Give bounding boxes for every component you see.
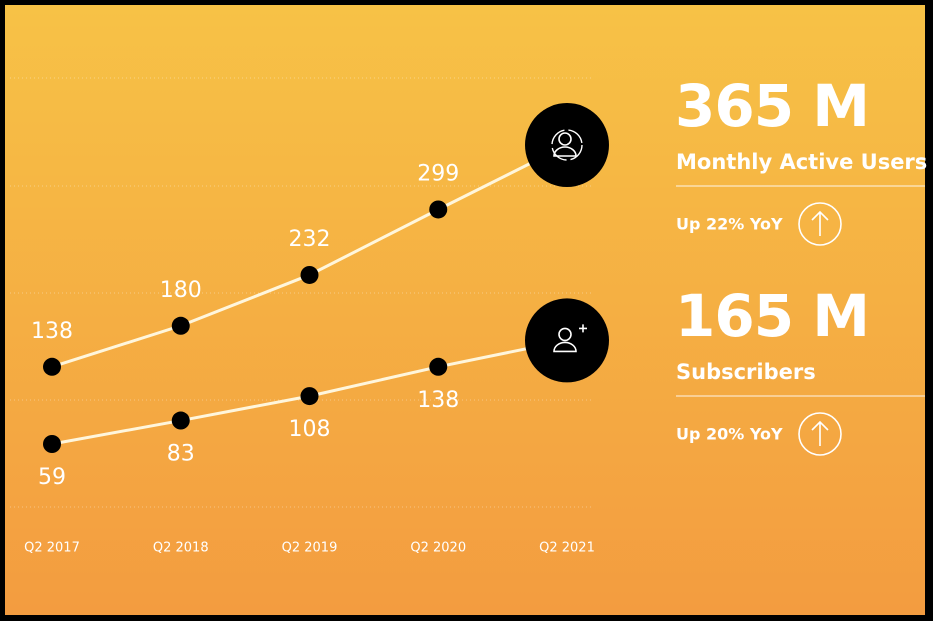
change-label: Up 22% YoY	[676, 215, 783, 234]
point	[171, 316, 190, 335]
point	[429, 357, 448, 376]
data-label: 299	[417, 161, 459, 186]
data-label: 108	[289, 417, 331, 442]
x-tick-label: Q2 2017	[24, 541, 80, 556]
headline-value: 365 M	[675, 72, 869, 140]
point	[300, 387, 319, 406]
data-label: 138	[31, 319, 73, 344]
grid	[10, 77, 592, 508]
data-label: 232	[289, 227, 331, 252]
x-tick-label: Q2 2021	[539, 541, 595, 556]
icon-body	[553, 341, 577, 353]
icon-body	[553, 146, 577, 157]
data-label: 83	[167, 442, 195, 467]
headline-value: 165 M	[675, 282, 869, 350]
point	[429, 200, 448, 219]
x-tick-label: Q2 2019	[282, 541, 338, 556]
background	[5, 5, 925, 615]
icon-head	[558, 327, 572, 342]
arrow	[811, 210, 829, 236]
icon-head	[558, 132, 572, 146]
icon-plus	[579, 324, 587, 333]
arrow	[811, 420, 829, 446]
data-label: 138	[417, 388, 459, 413]
data-label: 59	[38, 465, 66, 490]
point	[171, 411, 190, 430]
x-tick-label: Q2 2020	[410, 541, 466, 556]
point	[43, 435, 61, 453]
series-name: Monthly Active Users	[676, 150, 927, 174]
series-name: Subscribers	[676, 360, 816, 384]
arrow-circle	[798, 412, 842, 456]
point	[43, 357, 61, 376]
icon-ring	[551, 129, 583, 161]
change-label: Up 20% YoY	[676, 425, 783, 444]
point	[300, 265, 319, 284]
data-label: 180	[160, 278, 202, 303]
plot: 138 180 232 299 365 M Monthly Active Users Up …	[31, 72, 927, 490]
x-tick-label: Q2 2018	[153, 541, 209, 556]
arrow-circle	[798, 202, 842, 246]
